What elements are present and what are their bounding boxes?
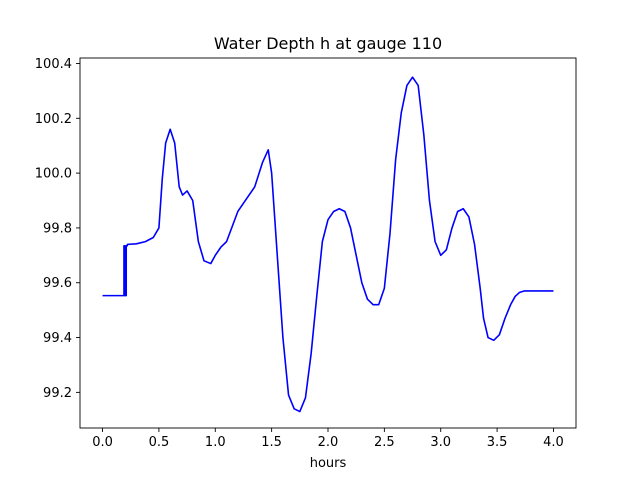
x-tick-label: 4.0 [543,435,564,450]
y-tick-label: 100.4 [35,57,72,72]
series-line [102,76,554,413]
x-tick-label: 0.0 [92,435,113,450]
x-tick-label: 0.5 [149,435,170,450]
y-tick-label: 99.8 [43,221,72,236]
x-tick-label: 3.5 [487,435,508,450]
x-tick-label: 2.0 [318,435,339,450]
y-tick-label: 99.4 [43,331,72,346]
x-tick-label: 3.0 [430,435,451,450]
y-tick-label: 99.6 [43,276,72,291]
x-tick-label: 1.0 [205,435,226,450]
y-tick-label: 100.2 [35,112,72,127]
plot-area [80,58,576,428]
plot-frame [79,57,577,429]
y-tick-label: 100.0 [35,167,72,182]
y-axis: 99.2 99.4 99.6 99.8 100.0 100.2 100.4 [35,57,80,401]
y-tick-label: 99.2 [43,386,72,401]
x-axis-title: hours [310,456,347,471]
x-axis: 0.0 0.5 1.0 1.5 2.0 2.5 3.0 3.5 4.0 [92,428,564,450]
chart-title: Water Depth h at gauge 110 [214,34,442,53]
x-tick-label: 1.5 [261,435,282,450]
x-tick-label: 2.5 [374,435,395,450]
